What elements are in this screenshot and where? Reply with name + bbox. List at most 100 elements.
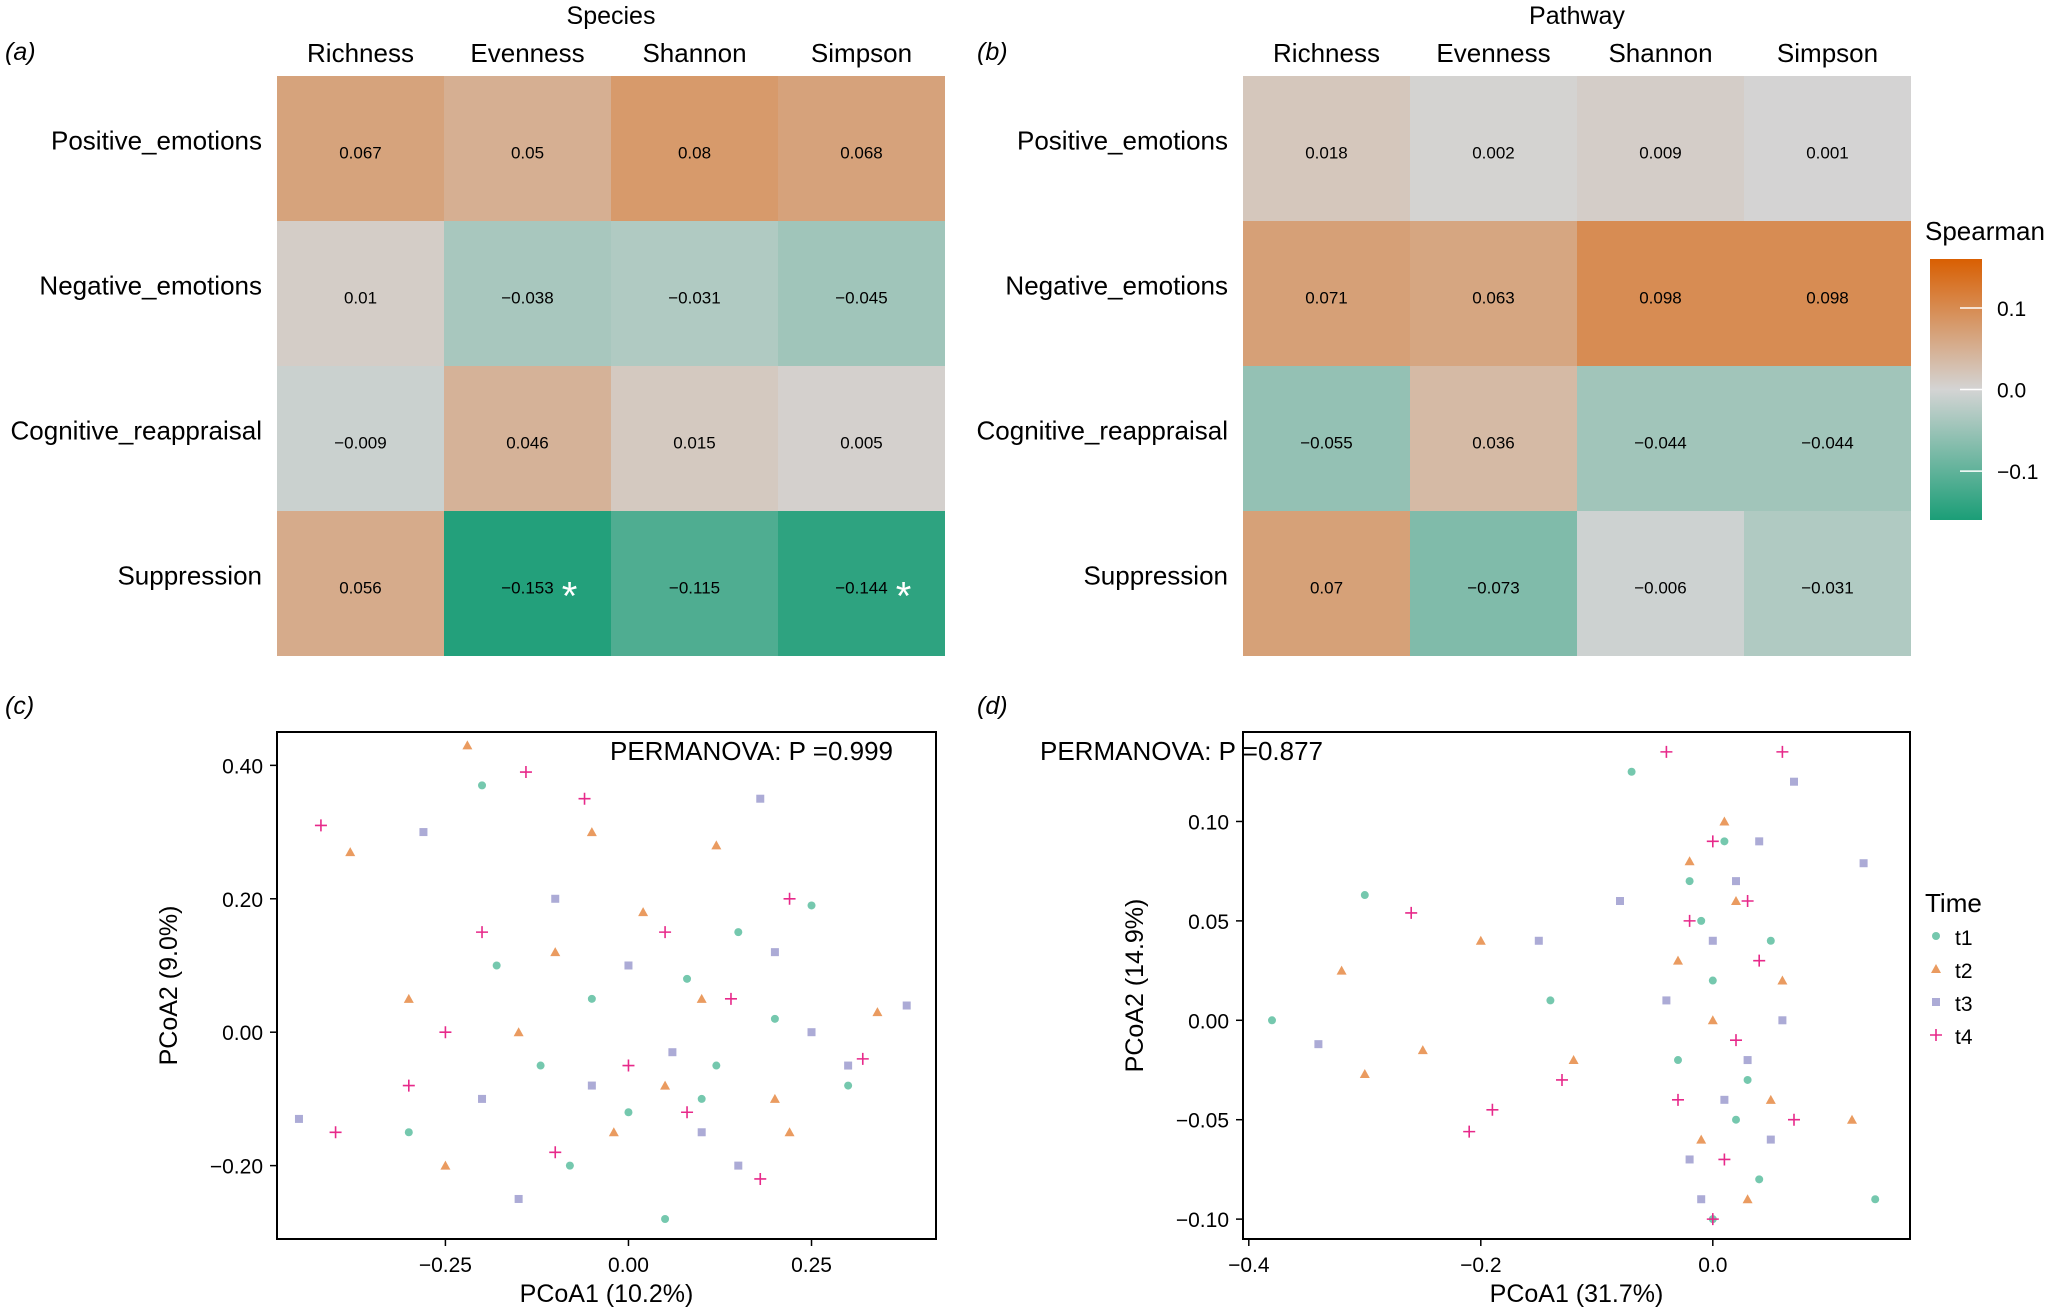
panel-label: (b): [977, 38, 1008, 66]
colorbar-tick-label: 0.1: [1997, 298, 2026, 321]
point-t3: [1685, 1155, 1694, 1164]
point-t3: [1720, 1095, 1729, 1104]
cell-value: 0.063: [1472, 289, 1515, 308]
heatmap-cell: [277, 221, 444, 366]
y-tick-label: −0.05: [1176, 1110, 1229, 1133]
point-t4: [724, 992, 737, 1005]
point-t1: [1755, 1175, 1764, 1184]
point-t2: [1707, 1015, 1718, 1025]
legend-entry-label: t3: [1955, 993, 1973, 1016]
point-t2: [769, 1093, 780, 1103]
heatmap-cell: [1410, 221, 1577, 366]
point-t1: [1674, 1056, 1682, 1065]
point-t2: [1847, 1114, 1857, 1124]
row-label: Negative_emotions: [1005, 271, 1228, 301]
cell-value: 0.036: [1472, 434, 1515, 453]
point-t4: [783, 892, 796, 905]
point-t2: [872, 1007, 883, 1017]
cell-value: 0.071: [1305, 289, 1348, 308]
point-t4: [1486, 1103, 1499, 1116]
point-t2: [696, 993, 707, 1003]
cell-value: −0.044: [1634, 434, 1686, 453]
point-t3: [844, 1061, 853, 1070]
point-t2: [1777, 975, 1788, 985]
point-t2: [440, 1160, 451, 1170]
point-t4: [439, 1026, 452, 1039]
point-t4: [578, 792, 591, 805]
cell-value: −0.144: [835, 579, 887, 598]
point-t1: [1546, 996, 1555, 1005]
point-t3: [668, 1048, 677, 1057]
heatmap-cell: [444, 366, 611, 511]
point-t4: [1930, 1029, 1942, 1041]
row-label: Suppression: [1083, 561, 1228, 591]
heatmap-cell: [277, 511, 444, 656]
cell-value: 0.015: [673, 434, 716, 453]
legend-title: Spearman: [1925, 216, 2045, 246]
point-t4: [476, 926, 489, 939]
point-t1: [1360, 891, 1369, 900]
colorbar-tick-label: 0.0: [1997, 380, 2026, 403]
y-tick-label: 0.00: [222, 1022, 263, 1045]
heatmap-cell: [1243, 76, 1410, 221]
heatmap-cell: [1744, 76, 1911, 221]
point-t2: [462, 740, 473, 750]
cell-value: 0.001: [1806, 144, 1849, 163]
cell-value: 0.068: [840, 144, 883, 163]
significance-star: *: [896, 575, 912, 619]
point-t2: [1931, 964, 1941, 973]
column-label: Richness: [307, 38, 414, 68]
point-t3: [1662, 996, 1671, 1005]
point-t4: [1463, 1125, 1476, 1138]
point-t2: [586, 827, 597, 837]
point-t2: [513, 1027, 524, 1037]
point-t1: [844, 1081, 853, 1090]
point-t2: [345, 847, 356, 857]
significance-star: *: [562, 575, 578, 619]
colorbar-tick-label: −0.1: [1997, 461, 2038, 484]
cell-value: −0.038: [501, 289, 553, 308]
heatmap-cell: [1243, 366, 1410, 511]
point-t4: [681, 1106, 694, 1119]
cell-value: −0.115: [669, 579, 720, 598]
y-tick-label: 0.00: [1188, 1010, 1229, 1033]
column-label: Richness: [1273, 38, 1380, 68]
point-t4: [1776, 745, 1789, 758]
heatmap-cell: [1243, 511, 1410, 656]
cell-value: −0.073: [1467, 579, 1519, 598]
heatmap-cell: [444, 511, 611, 656]
column-label: Shannon: [1608, 38, 1712, 68]
cell-value: 0.009: [1639, 144, 1682, 163]
point-t2: [550, 947, 561, 957]
point-t3: [770, 948, 779, 957]
heatmap-cell: [1744, 221, 1911, 366]
point-t1: [734, 928, 743, 937]
point-t4: [1753, 954, 1766, 967]
point-t2: [1417, 1045, 1428, 1055]
heatmap-title: Species: [567, 2, 656, 30]
point-t1: [1720, 837, 1729, 846]
point-t3: [294, 1114, 303, 1123]
point-t1: [492, 961, 501, 970]
heatmap-cell: [1577, 76, 1744, 221]
point-t4: [329, 1126, 342, 1139]
point-t4: [622, 1059, 635, 1072]
x-axis-label: PCoA1 (10.2%): [520, 1280, 694, 1308]
point-t2: [1742, 1194, 1753, 1204]
point-t1: [1697, 916, 1706, 925]
column-label: Evenness: [470, 38, 584, 68]
point-t2: [1765, 1094, 1776, 1104]
point-t2: [1475, 935, 1486, 945]
point-t4: [519, 766, 532, 779]
point-t3: [1766, 1135, 1775, 1144]
point-t3: [551, 894, 560, 903]
cell-value: −0.031: [668, 289, 720, 308]
point-t1: [1932, 932, 1940, 940]
point-t3: [624, 961, 633, 970]
cell-value: −0.009: [334, 434, 386, 453]
heatmap-cell: [611, 221, 778, 366]
point-t3: [902, 1001, 911, 1010]
point-t2: [660, 1080, 671, 1090]
heatmap-cell: [778, 511, 945, 656]
cell-value: 0.01: [344, 289, 377, 308]
